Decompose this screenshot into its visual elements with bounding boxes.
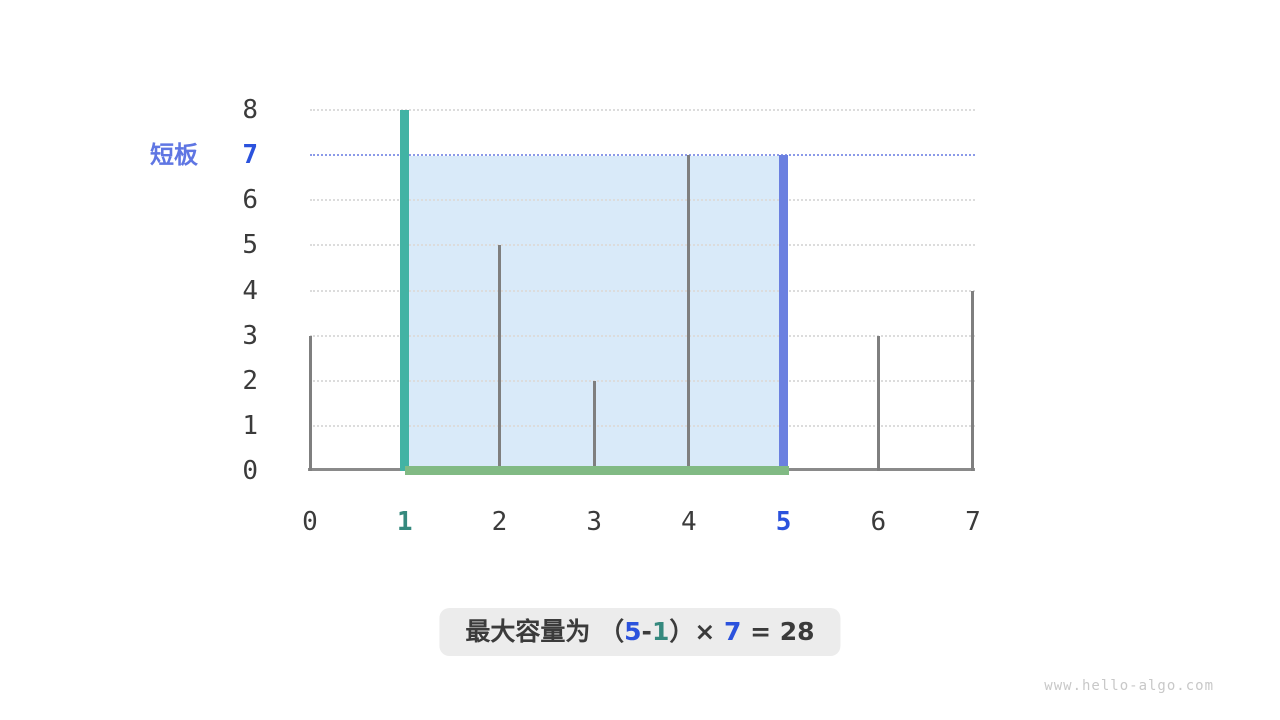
formula-part: 28 [779, 617, 815, 646]
y-tick-label: 2 [242, 365, 258, 396]
watermark: www.hello-algo.com [1044, 678, 1214, 694]
water-region [404, 156, 788, 467]
y-tick-label: 6 [242, 185, 258, 216]
short-board-label: 短板 [150, 141, 198, 169]
y-tick-label: 5 [242, 230, 258, 261]
gridline [310, 109, 975, 111]
container-base-line [404, 466, 789, 475]
bar [592, 380, 596, 471]
formula-part: 5 [624, 617, 642, 646]
formula-part: 最大容量为 （ [465, 617, 625, 646]
x-tick-label: 7 [965, 507, 981, 537]
gridline [310, 334, 975, 337]
y-tick-label: 3 [242, 320, 258, 351]
gridline [310, 424, 975, 427]
x-tick-label: 4 [681, 507, 697, 537]
formula-part: = [741, 617, 780, 646]
x-tick-label: 1 [396, 507, 413, 537]
bar [687, 155, 691, 471]
water-level-line [310, 154, 975, 157]
x-tick-label: 3 [586, 507, 602, 537]
y-tick-label: 8 [242, 95, 258, 125]
x-tick-label: 0 [302, 507, 318, 537]
formula-part: ）× [669, 617, 725, 646]
formula-part: 7 [724, 617, 742, 646]
left-pointer-bar [400, 110, 410, 471]
bar [971, 290, 975, 471]
x-tick-label: 6 [870, 507, 887, 537]
y-tick-label: 0 [242, 456, 258, 486]
y-tick-label: 1 [242, 410, 258, 441]
bar [876, 335, 880, 471]
bar [308, 335, 312, 471]
bar [497, 245, 501, 471]
right-pointer-bar [779, 155, 789, 471]
formula-part: 1 [651, 617, 670, 646]
gridline [310, 244, 975, 247]
y-tick-label: 7 [242, 140, 258, 171]
gridline [310, 199, 975, 202]
formula-box: 最大容量为 （5-1）× 7 = 28 [439, 608, 841, 656]
y-tick-label: 4 [242, 275, 258, 306]
gridline [310, 379, 975, 382]
x-tick-label: 5 [775, 507, 792, 537]
gridline [310, 289, 975, 292]
x-tick-label: 2 [491, 507, 508, 537]
formula-part: - [641, 617, 652, 646]
